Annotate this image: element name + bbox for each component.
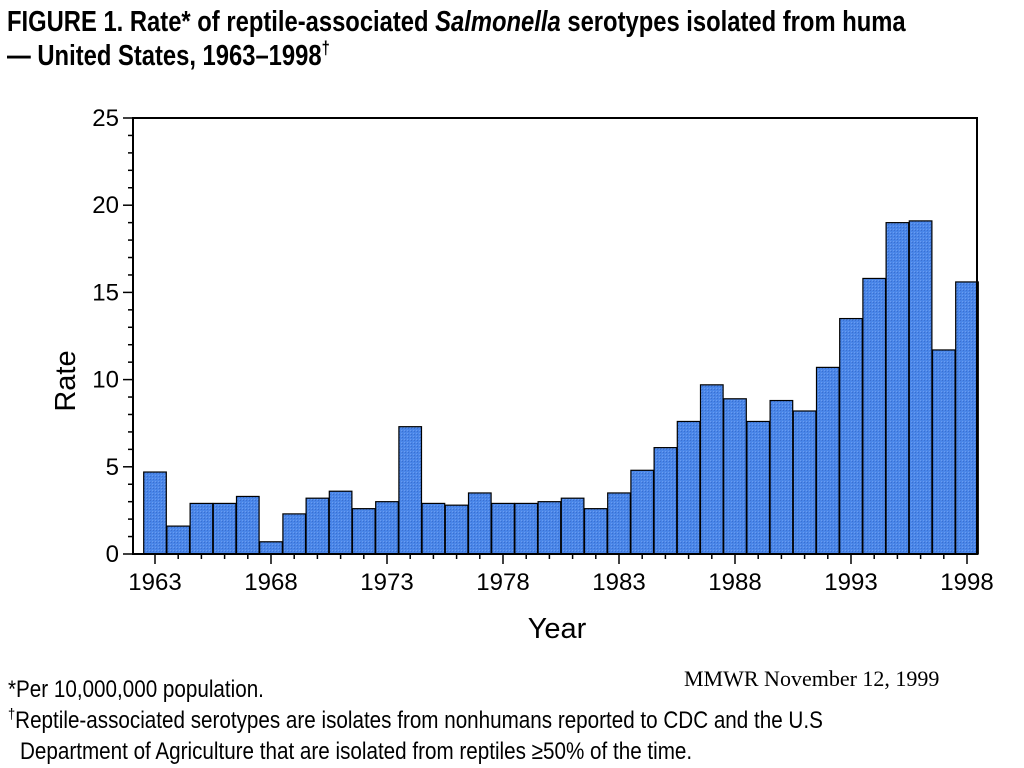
bar-1998 xyxy=(955,281,979,555)
bar-1964 xyxy=(166,525,191,555)
bar-1982 xyxy=(583,508,608,555)
x-tick-label-1978: 1978 xyxy=(476,569,529,596)
bar-1989 xyxy=(746,420,771,555)
bar-1992 xyxy=(815,366,840,555)
bar-1965 xyxy=(189,502,214,555)
bar-1977 xyxy=(467,492,492,555)
chart-title-dagger: † xyxy=(321,38,330,58)
bar-1986 xyxy=(676,420,701,555)
bar-1973 xyxy=(375,501,399,555)
x-tick-label-1983: 1983 xyxy=(592,569,645,596)
bar-1995 xyxy=(885,222,910,555)
bar-1963 xyxy=(143,471,167,555)
bar-1981 xyxy=(560,497,585,555)
bar-1990 xyxy=(769,399,794,555)
x-tick-label-1968: 1968 xyxy=(244,569,297,596)
bar-1987 xyxy=(699,384,724,555)
bar-1974 xyxy=(398,426,423,555)
bar-1970 xyxy=(305,497,330,555)
x-tick-label-1988: 1988 xyxy=(708,569,761,596)
footnote-definition-line-2: Department of Agriculture that are isola… xyxy=(20,738,693,765)
y-axis-title: Rate xyxy=(50,350,82,411)
bar-1997 xyxy=(931,349,956,555)
y-tick-label-15: 15 xyxy=(92,279,119,306)
bar-1971 xyxy=(328,490,353,555)
chart-title-line-1: FIGURE 1. Rate* of reptile-associated Sa… xyxy=(7,6,906,39)
bar-1976 xyxy=(444,504,469,555)
chart-title-suffix: serotypes isolated from huma xyxy=(560,6,906,38)
bar-1983 xyxy=(607,492,631,555)
bar-1966 xyxy=(212,502,237,555)
y-tick-label-0: 0 xyxy=(106,541,119,568)
x-tick-label-1998: 1998 xyxy=(940,569,993,596)
chart-title-italic-organism: Salmonella xyxy=(435,6,561,38)
footnote-definition-text-1: Reptile-associated serotypes are isolate… xyxy=(15,707,823,734)
bar-1967 xyxy=(235,495,260,555)
bar-1994 xyxy=(862,277,887,555)
bar-chart: 0 5 10 15 20 25 1963 1968 1973 1978 1983 1988 1993 19… xyxy=(50,105,994,645)
bar-1993 xyxy=(839,317,863,555)
bar-1968 xyxy=(259,541,283,555)
footnote-dagger: † xyxy=(8,706,16,723)
chart-title-prefix: FIGURE 1. Rate* of reptile-associated xyxy=(7,6,436,38)
bar-1972 xyxy=(351,508,376,555)
bar-1991 xyxy=(792,410,817,555)
y-tick-label-10: 10 xyxy=(92,367,119,394)
y-tick-label-20: 20 xyxy=(92,192,119,219)
chart-title-line-2: — United States, 1963–1998† xyxy=(7,38,330,73)
chart-title-line-2-text: — United States, 1963–1998 xyxy=(7,40,322,72)
y-tick-label-25: 25 xyxy=(92,105,119,132)
x-tick-label-1993: 1993 xyxy=(824,569,877,596)
source-citation: MMWR November 12, 1999 xyxy=(684,666,940,691)
bar-1978 xyxy=(491,502,515,555)
x-tick-label-1963: 1963 xyxy=(128,569,181,596)
bar-1996 xyxy=(908,220,933,555)
plot-frame xyxy=(132,117,978,555)
bar-1985 xyxy=(653,447,678,555)
bar-1980 xyxy=(537,501,562,555)
bar-1988 xyxy=(723,398,747,555)
footnote-population: *Per 10,000,000 population. xyxy=(8,676,264,703)
bar-1975 xyxy=(421,502,446,555)
bar-1979 xyxy=(514,502,539,555)
footnote-definition-line-1: †Reptile-associated serotypes are isolat… xyxy=(8,706,823,735)
y-tick-label-5: 5 xyxy=(106,454,119,481)
bar-1969 xyxy=(282,513,307,555)
x-axis-title: Year xyxy=(528,613,587,645)
bar-1984 xyxy=(630,469,655,555)
x-tick-label-1973: 1973 xyxy=(360,569,413,596)
